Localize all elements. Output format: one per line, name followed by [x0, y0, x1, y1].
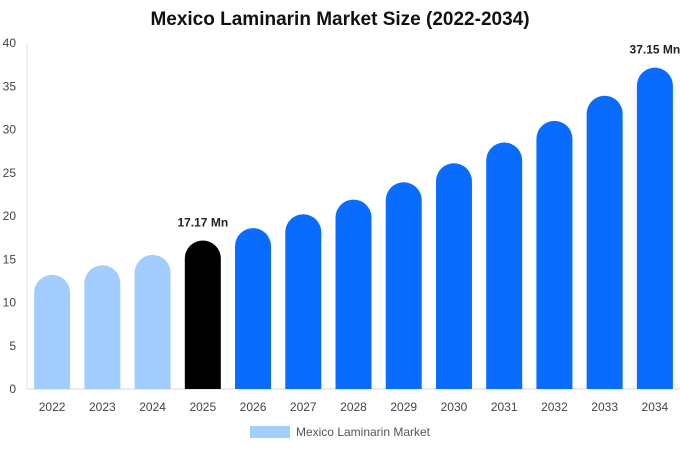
bar-2032 — [536, 120, 573, 389]
bar-2029 — [385, 182, 422, 389]
chart-title: Mexico Laminarin Market Size (2022-2034) — [150, 9, 530, 30]
x-tick-label: 2022 — [39, 400, 66, 414]
y-tick-label: 5 — [9, 339, 16, 353]
y-tick-label: 40 — [3, 36, 17, 50]
bar-2027 — [285, 214, 322, 389]
y-tick-label: 0 — [9, 382, 16, 396]
legend: Mexico Laminarin Market — [0, 425, 680, 439]
y-tick-label: 10 — [3, 296, 17, 310]
x-tick-label: 2032 — [541, 400, 568, 414]
x-tick-label: 2031 — [491, 400, 518, 414]
x-tick-label: 2029 — [390, 400, 417, 414]
x-tick-label: 2026 — [240, 400, 267, 414]
bar-2026 — [235, 228, 272, 389]
data-label: 17.17 Mn — [177, 215, 228, 229]
bar-2031 — [486, 142, 523, 389]
x-tick-label: 2028 — [340, 400, 367, 414]
x-tick-label: 2023 — [89, 400, 116, 414]
x-tick-label: 2027 — [290, 400, 317, 414]
bar-2028 — [335, 199, 372, 389]
bar-2024 — [134, 254, 171, 389]
bar-2033 — [586, 95, 623, 389]
x-tick-label: 2024 — [139, 400, 166, 414]
x-tick-label: 2033 — [591, 400, 618, 414]
y-tick-label: 30 — [3, 123, 17, 137]
y-tick-label: 35 — [3, 79, 17, 93]
data-label: 37.15 Mn — [630, 43, 680, 57]
bar-2022 — [34, 274, 71, 389]
bar-2023 — [84, 265, 121, 389]
x-tick-label: 2034 — [642, 400, 669, 414]
x-tick-label: 2025 — [189, 400, 216, 414]
y-tick-label: 20 — [3, 209, 17, 223]
legend-label: Mexico Laminarin Market — [295, 425, 431, 439]
bar-2030 — [435, 163, 472, 389]
y-tick-label: 25 — [3, 166, 17, 180]
x-tick-label: 2030 — [441, 400, 468, 414]
y-tick-label: 15 — [3, 252, 17, 266]
bar-2034 — [636, 67, 673, 389]
bar-2025 — [184, 240, 221, 389]
legend-swatch — [249, 426, 290, 438]
